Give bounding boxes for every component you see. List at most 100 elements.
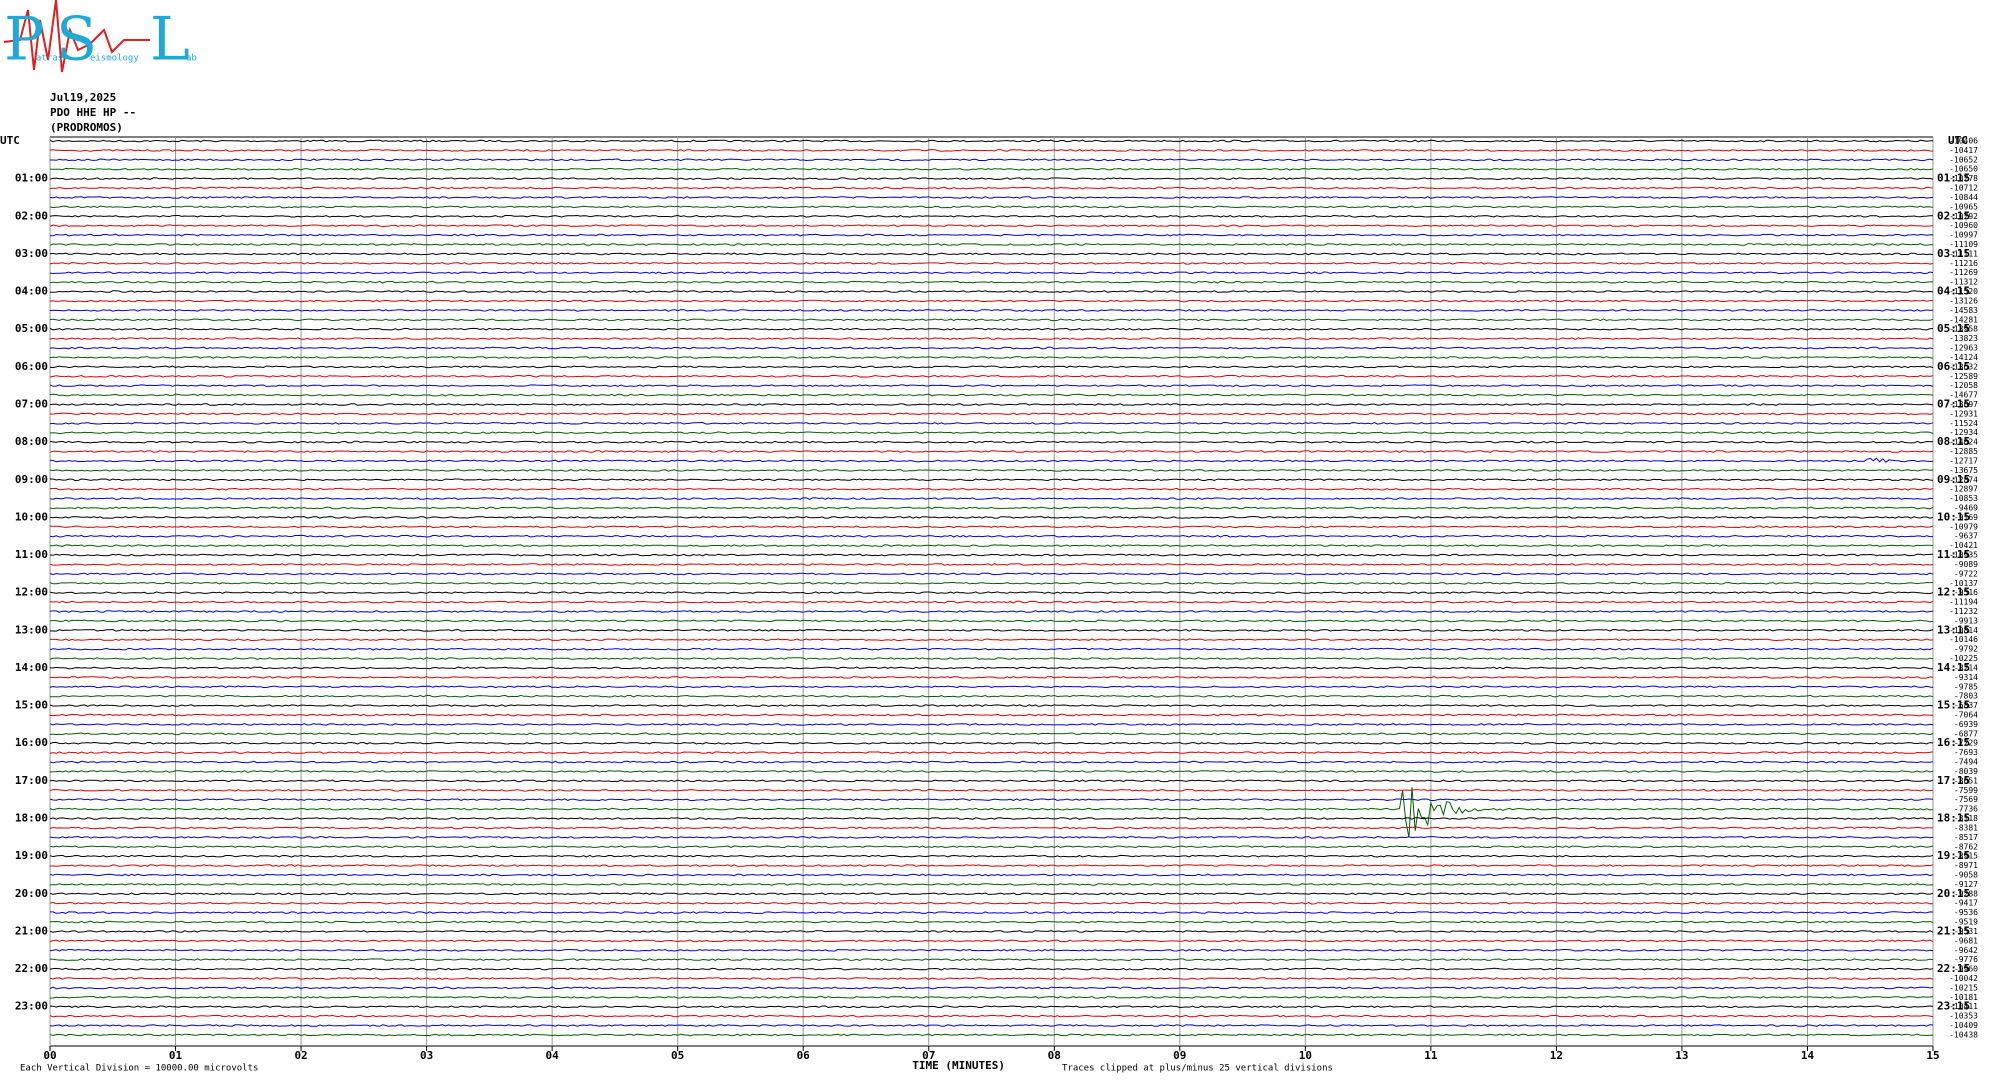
trace-offset-label: -9913 xyxy=(1954,616,1978,625)
trace xyxy=(49,393,1934,397)
row-label-right: 18:15 xyxy=(1937,812,1970,825)
trace-offset-label: -12589 xyxy=(1949,372,1978,381)
trace-offset-label: -11232 xyxy=(1949,607,1978,616)
trace-offset-label: -10225 xyxy=(1949,654,1978,663)
row-label-left: 07:00 xyxy=(15,397,48,410)
trace-offset-label: -9127 xyxy=(1954,880,1978,889)
row-label-left: 19:00 xyxy=(15,849,48,862)
trace-offset-label: -14024 xyxy=(1949,438,1978,447)
x-tick-label: 09 xyxy=(1173,1049,1186,1062)
trace-offset-label: -11524 xyxy=(1949,419,1978,428)
trace xyxy=(49,901,1934,905)
trace-offset-label: -8039 xyxy=(1954,767,1978,776)
trace xyxy=(49,167,1934,171)
trace-offset-label: -8118 xyxy=(1954,814,1978,823)
trace xyxy=(49,224,1934,228)
trace xyxy=(49,770,1934,773)
trace xyxy=(49,873,1934,877)
trace xyxy=(49,732,1934,736)
trace-offset-label: -8381 xyxy=(1954,823,1978,832)
trace-offset-label: -13632 xyxy=(1949,362,1978,371)
trace-offset-label: -9722 xyxy=(1954,569,1978,578)
trace xyxy=(49,930,1934,933)
row-label-left: 03:00 xyxy=(15,247,48,260)
trace xyxy=(49,657,1934,660)
trace-offset-label: -9058 xyxy=(1954,870,1978,879)
trace-offset-label: -7569 xyxy=(1954,795,1978,804)
trace xyxy=(49,845,1934,849)
trace-offset-label: -9776 xyxy=(1954,955,1978,964)
row-label-right: 11:15 xyxy=(1937,548,1970,561)
row-label-right: 10:15 xyxy=(1937,510,1970,523)
row-label-right: 21:15 xyxy=(1937,924,1970,937)
trace xyxy=(49,967,1934,971)
trace xyxy=(50,290,1934,293)
row-label-left: 08:00 xyxy=(15,435,48,448)
trace xyxy=(49,958,1934,962)
trace-offset-label: -10215 xyxy=(1949,983,1978,992)
trace-offset-label: -10997 xyxy=(1949,231,1978,240)
trace xyxy=(49,196,1934,199)
trace-offset-label: -13097 xyxy=(1949,400,1978,409)
trace-offset-label: -12897 xyxy=(1949,485,1978,494)
row-label-left: 12:00 xyxy=(15,586,48,599)
trace-offset-label: -8762 xyxy=(1954,842,1978,851)
row-label-left: 21:00 xyxy=(15,924,48,937)
trace-offset-label: -8051 xyxy=(1954,776,1978,785)
trace xyxy=(49,318,1934,322)
x-tick-label: 15 xyxy=(1926,1049,1939,1062)
trace-offset-label: -13126 xyxy=(1949,296,1978,305)
trace xyxy=(49,487,1934,491)
row-label-left: 06:00 xyxy=(15,360,48,373)
row-label-right: 05:15 xyxy=(1937,322,1970,335)
logo: P atras S eismology L ab xyxy=(3,0,197,75)
trace xyxy=(50,544,1934,547)
row-label-left: 20:00 xyxy=(15,887,48,900)
x-tick-label: 06 xyxy=(797,1049,811,1062)
trace xyxy=(49,835,1934,839)
trace-offset-label: -9681 xyxy=(1954,936,1978,945)
trace-offset-label: -9960 xyxy=(1954,965,1978,974)
x-axis-label: TIME (MINUTES) xyxy=(912,1059,1005,1072)
trace xyxy=(49,647,1934,651)
row-label-left: 01:00 xyxy=(15,172,48,185)
trace-offset-label: -8915 xyxy=(1954,852,1978,861)
trace-offset-label: -10353 xyxy=(1949,1012,1978,1021)
trace-offset-label: -11109 xyxy=(1949,240,1978,249)
trace xyxy=(49,214,1934,218)
trace xyxy=(49,186,1934,190)
trace-offset-label: -10406 xyxy=(1949,137,1978,146)
trace-offset-label: -10965 xyxy=(1949,202,1978,211)
trace-offset-label: -12058 xyxy=(1949,381,1978,390)
trace xyxy=(49,977,1934,980)
trace xyxy=(49,685,1934,689)
trace xyxy=(50,525,1934,529)
trace-offset-label: -9288 xyxy=(1954,889,1978,898)
trace-offset-label: -7736 xyxy=(1954,805,1978,814)
trace-offset-label: -9792 xyxy=(1954,645,1978,654)
trace xyxy=(49,299,1934,303)
trace-offset-label: -10792 xyxy=(1949,212,1978,221)
trace xyxy=(49,450,1934,453)
trace-offset-label: -10935 xyxy=(1949,551,1978,560)
trace-offset-label: -8971 xyxy=(1954,861,1978,870)
trace xyxy=(50,158,1934,162)
trace xyxy=(49,243,1933,246)
x-tick-label: 13 xyxy=(1675,1049,1688,1062)
trace-offset-label: -11216 xyxy=(1949,259,1978,268)
x-tick-label: 12 xyxy=(1550,1049,1563,1062)
trace-offset-label: -14281 xyxy=(1949,315,1978,324)
row-label-right: 20:15 xyxy=(1937,887,1970,900)
trace xyxy=(50,478,1934,482)
logo-letter: L xyxy=(150,5,190,75)
trace-offset-label: -9516 xyxy=(1954,588,1978,597)
trace-offset-label: -8714 xyxy=(1954,663,1978,672)
trace xyxy=(49,327,1934,331)
trace-offset-label: -10960 xyxy=(1949,221,1978,230)
row-label-left: 02:00 xyxy=(15,209,48,222)
trace-offset-label: -7729 xyxy=(1954,739,1978,748)
row-label-left: 11:00 xyxy=(15,548,48,561)
x-tick-label: 01 xyxy=(169,1049,183,1062)
row-label-right: 04:15 xyxy=(1937,285,1970,298)
